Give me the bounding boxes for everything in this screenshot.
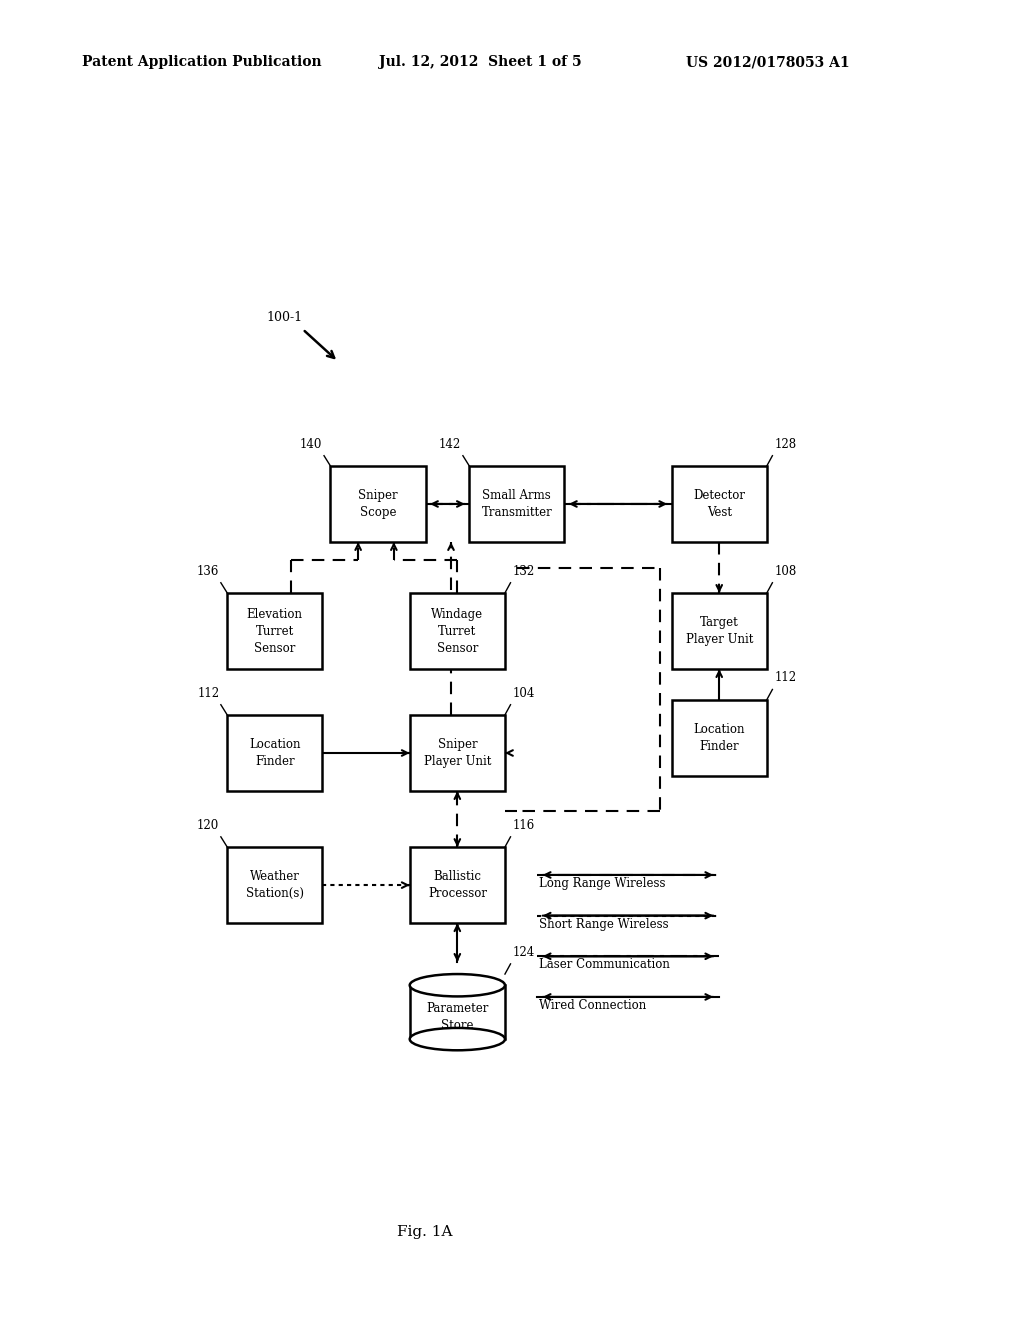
Text: 128: 128 bbox=[775, 437, 797, 450]
Text: Weather
Station(s): Weather Station(s) bbox=[246, 870, 304, 900]
Text: Detector
Vest: Detector Vest bbox=[693, 488, 745, 519]
Bar bbox=[331, 466, 426, 543]
Bar bbox=[227, 715, 323, 791]
Bar bbox=[227, 593, 323, 669]
Text: Long Range Wireless: Long Range Wireless bbox=[539, 878, 666, 890]
Text: Parameter
Store: Parameter Store bbox=[426, 1002, 488, 1032]
Text: Short Range Wireless: Short Range Wireless bbox=[539, 917, 669, 931]
Text: 104: 104 bbox=[513, 686, 536, 700]
Ellipse shape bbox=[412, 975, 504, 995]
Text: Sniper
Player Unit: Sniper Player Unit bbox=[424, 738, 492, 768]
Bar bbox=[469, 466, 564, 543]
Text: 132: 132 bbox=[513, 565, 536, 578]
Text: 100-1: 100-1 bbox=[267, 312, 303, 323]
Text: Location
Finder: Location Finder bbox=[249, 738, 301, 768]
Text: Fig. 1A: Fig. 1A bbox=[397, 1225, 453, 1239]
Text: Ballistic
Processor: Ballistic Processor bbox=[428, 870, 486, 900]
Text: US 2012/0178053 A1: US 2012/0178053 A1 bbox=[686, 55, 850, 70]
Text: Target
Player Unit: Target Player Unit bbox=[685, 616, 753, 645]
Bar bbox=[410, 593, 505, 669]
Ellipse shape bbox=[410, 974, 505, 997]
Bar bbox=[672, 593, 767, 669]
Text: 108: 108 bbox=[775, 565, 797, 578]
Text: 120: 120 bbox=[197, 818, 219, 832]
Text: Jul. 12, 2012  Sheet 1 of 5: Jul. 12, 2012 Sheet 1 of 5 bbox=[379, 55, 582, 70]
Text: Location
Finder: Location Finder bbox=[693, 723, 745, 752]
Text: Elevation
Turret
Sensor: Elevation Turret Sensor bbox=[247, 607, 303, 655]
Bar bbox=[672, 466, 767, 543]
Bar bbox=[410, 985, 505, 1039]
Text: Small Arms
Transmitter: Small Arms Transmitter bbox=[481, 488, 552, 519]
Bar bbox=[410, 847, 505, 923]
Text: 112: 112 bbox=[198, 686, 219, 700]
Bar bbox=[227, 847, 323, 923]
Text: 142: 142 bbox=[439, 437, 461, 450]
Ellipse shape bbox=[410, 1028, 505, 1051]
Text: Sniper
Scope: Sniper Scope bbox=[358, 488, 397, 519]
Bar bbox=[672, 700, 767, 776]
Text: 112: 112 bbox=[775, 672, 797, 684]
Text: Patent Application Publication: Patent Application Publication bbox=[82, 55, 322, 70]
Text: Laser Communication: Laser Communication bbox=[539, 958, 670, 972]
Text: Windage
Turret
Sensor: Windage Turret Sensor bbox=[431, 607, 483, 655]
Text: 136: 136 bbox=[197, 565, 219, 578]
Bar bbox=[410, 715, 505, 791]
Text: Wired Connection: Wired Connection bbox=[539, 999, 646, 1012]
Text: 140: 140 bbox=[300, 437, 323, 450]
Text: 124: 124 bbox=[513, 945, 536, 958]
Text: 116: 116 bbox=[513, 818, 536, 832]
